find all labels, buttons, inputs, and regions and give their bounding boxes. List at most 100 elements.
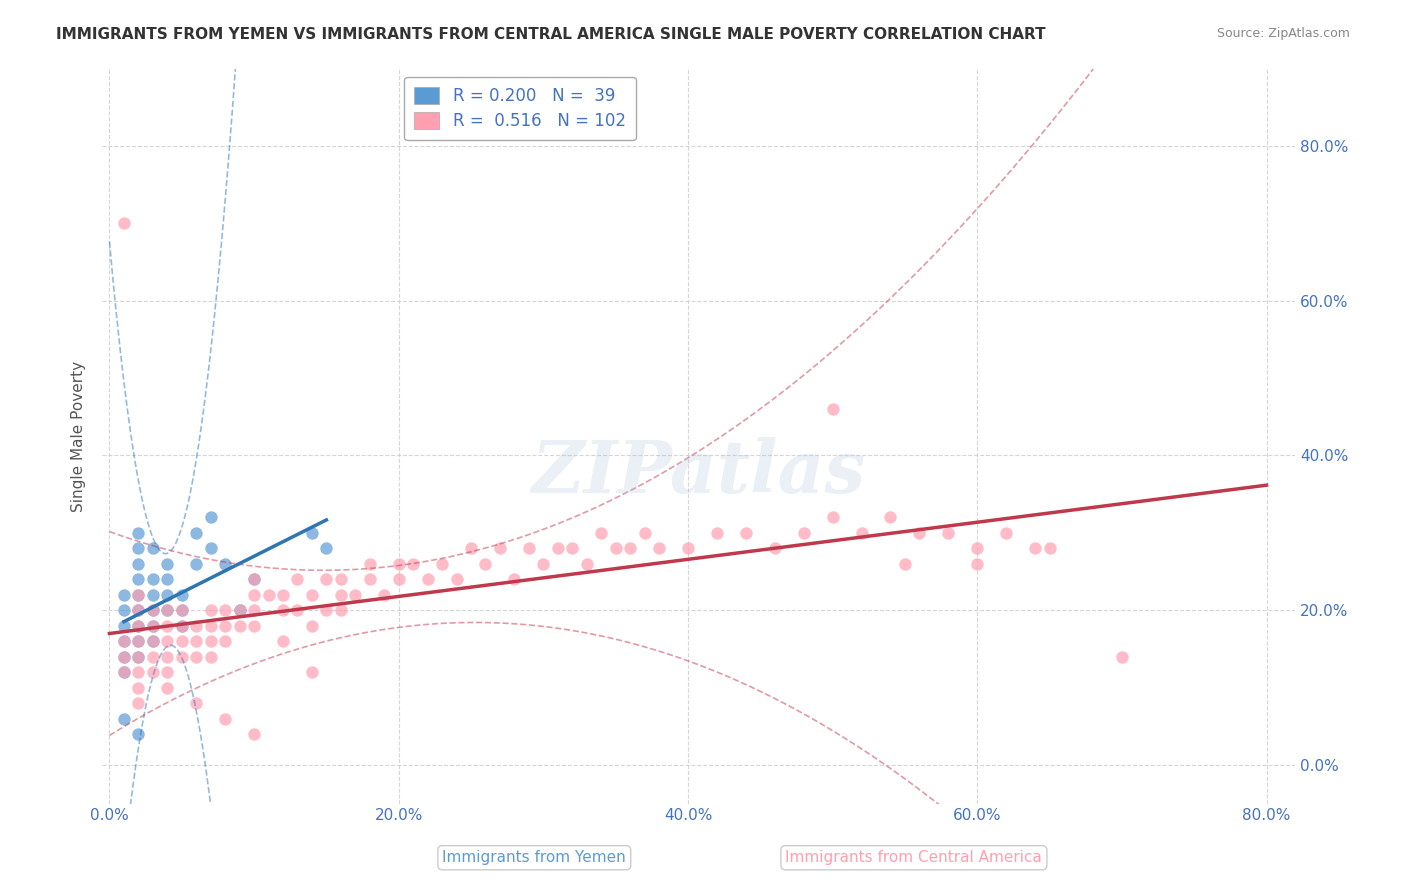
- Point: [156, 603, 179, 617]
- Point: [156, 634, 179, 648]
- Point: [301, 618, 323, 632]
- Point: [879, 510, 901, 524]
- Point: [359, 572, 381, 586]
- Text: IMMIGRANTS FROM YEMEN VS IMMIGRANTS FROM CENTRAL AMERICA SINGLE MALE POVERTY COR: IMMIGRANTS FROM YEMEN VS IMMIGRANTS FROM…: [56, 27, 1046, 42]
- Point: [156, 618, 179, 632]
- Point: [112, 649, 135, 664]
- Point: [112, 603, 135, 617]
- Point: [214, 634, 236, 648]
- Point: [851, 525, 873, 540]
- Point: [561, 541, 583, 556]
- Point: [648, 541, 671, 556]
- Point: [214, 711, 236, 725]
- Point: [402, 557, 425, 571]
- Point: [156, 557, 179, 571]
- Point: [112, 649, 135, 664]
- Point: [228, 603, 250, 617]
- Point: [517, 541, 540, 556]
- Point: [271, 603, 294, 617]
- Text: Immigrants from Central America: Immigrants from Central America: [786, 850, 1042, 865]
- Point: [1024, 541, 1046, 556]
- Point: [170, 634, 193, 648]
- Point: [995, 525, 1018, 540]
- Point: [112, 711, 135, 725]
- Point: [127, 541, 149, 556]
- Point: [142, 588, 165, 602]
- Point: [243, 603, 266, 617]
- Point: [619, 541, 641, 556]
- Point: [170, 649, 193, 664]
- Point: [142, 572, 165, 586]
- Point: [127, 727, 149, 741]
- Point: [329, 588, 352, 602]
- Point: [214, 603, 236, 617]
- Point: [127, 634, 149, 648]
- Point: [359, 557, 381, 571]
- Point: [460, 541, 482, 556]
- Point: [474, 557, 496, 571]
- Point: [127, 557, 149, 571]
- Point: [793, 525, 815, 540]
- Point: [112, 618, 135, 632]
- Point: [373, 588, 395, 602]
- Point: [127, 665, 149, 679]
- Point: [127, 634, 149, 648]
- Point: [112, 588, 135, 602]
- Point: [200, 541, 222, 556]
- Point: [127, 618, 149, 632]
- Point: [127, 618, 149, 632]
- Point: [142, 634, 165, 648]
- Point: [936, 525, 959, 540]
- Point: [416, 572, 439, 586]
- Point: [186, 557, 208, 571]
- Text: Source: ZipAtlas.com: Source: ZipAtlas.com: [1216, 27, 1350, 40]
- Point: [243, 727, 266, 741]
- Y-axis label: Single Male Poverty: Single Male Poverty: [72, 360, 86, 512]
- Point: [430, 557, 453, 571]
- Point: [200, 649, 222, 664]
- Point: [186, 525, 208, 540]
- Point: [966, 541, 988, 556]
- Point: [734, 525, 756, 540]
- Point: [301, 665, 323, 679]
- Point: [112, 665, 135, 679]
- Point: [170, 603, 193, 617]
- Point: [200, 618, 222, 632]
- Point: [142, 541, 165, 556]
- Point: [186, 634, 208, 648]
- Point: [127, 681, 149, 695]
- Text: ZIPatlas: ZIPatlas: [531, 437, 866, 508]
- Point: [112, 216, 135, 230]
- Point: [214, 618, 236, 632]
- Point: [243, 572, 266, 586]
- Point: [271, 634, 294, 648]
- Point: [142, 634, 165, 648]
- Point: [763, 541, 786, 556]
- Point: [156, 649, 179, 664]
- Point: [503, 572, 526, 586]
- Point: [156, 603, 179, 617]
- Point: [388, 572, 411, 586]
- Point: [633, 525, 655, 540]
- Point: [200, 603, 222, 617]
- Point: [170, 618, 193, 632]
- Point: [186, 618, 208, 632]
- Point: [388, 557, 411, 571]
- Point: [287, 603, 309, 617]
- Point: [257, 588, 280, 602]
- Point: [547, 541, 569, 556]
- Point: [329, 572, 352, 586]
- Point: [1038, 541, 1060, 556]
- Point: [228, 603, 250, 617]
- Point: [200, 510, 222, 524]
- Point: [894, 557, 917, 571]
- Point: [170, 603, 193, 617]
- Point: [676, 541, 699, 556]
- Point: [112, 665, 135, 679]
- Point: [142, 603, 165, 617]
- Point: [186, 649, 208, 664]
- Point: [142, 649, 165, 664]
- Point: [127, 603, 149, 617]
- Point: [127, 525, 149, 540]
- Point: [908, 525, 931, 540]
